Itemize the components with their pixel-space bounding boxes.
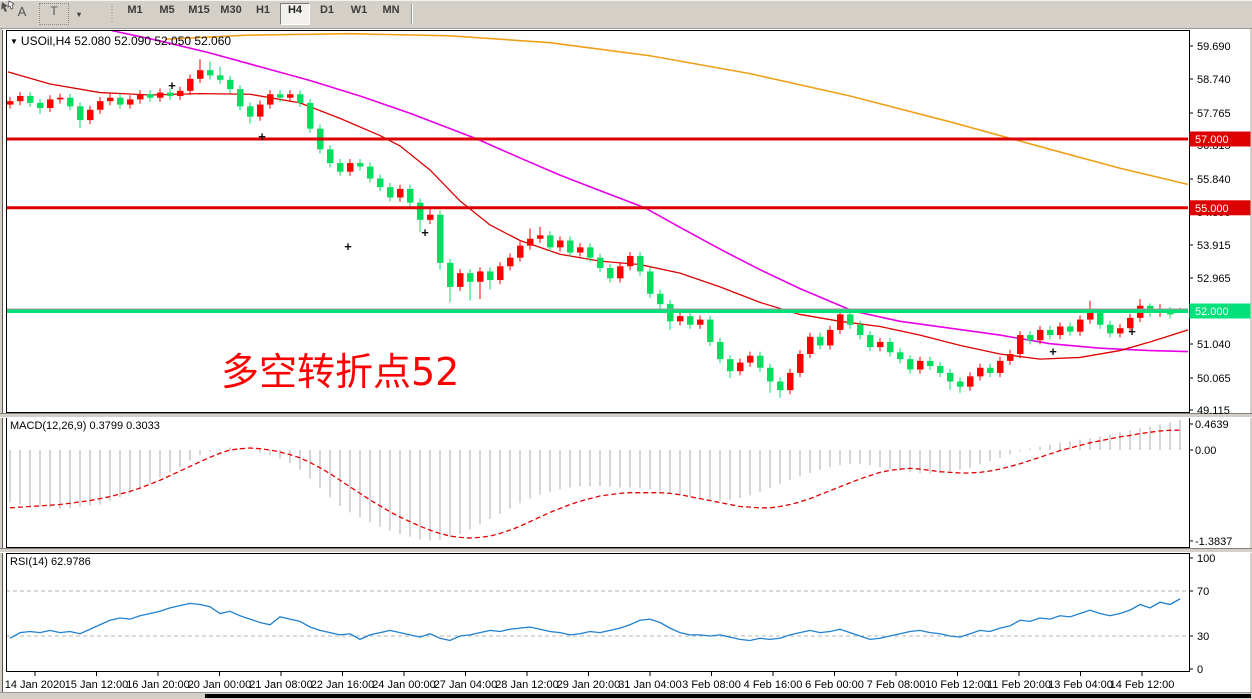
- macd-axis-label: 0.00: [1195, 445, 1216, 457]
- time-axis-label: 6 Feb 00:00: [805, 679, 864, 691]
- rsi-axis-label: 0: [1197, 664, 1203, 676]
- macd-signal-line: [9, 429, 1181, 539]
- rsi-axis-label: 30: [1197, 631, 1209, 643]
- ma-slow-line: [164, 32, 1188, 186]
- ma-mid-line: [111, 31, 1188, 353]
- toolbar-drag-handle[interactable]: [110, 4, 115, 24]
- panel-separator[interactable]: [0, 414, 1252, 417]
- time-axis-label: 15 Jan 12:00: [65, 679, 129, 691]
- chart-dropdown-icon[interactable]: ▼: [10, 37, 18, 46]
- svg-text:52.000: 52.000: [1195, 306, 1229, 318]
- price-level-badge: [1189, 200, 1251, 216]
- chart-title: ▼ USOil,H4 52.080 52.090 52.050 52.060: [10, 34, 231, 48]
- horizontal-scrollbar-thumb[interactable]: [205, 694, 1251, 698]
- toolbar-separator: [411, 4, 413, 24]
- price-level-badge: [1189, 303, 1251, 319]
- svg-text:57.000: 57.000: [1195, 134, 1229, 146]
- time-axis-label: 10 Feb 12:00: [925, 679, 990, 691]
- price-axis-label: 51.040: [1197, 339, 1231, 351]
- macd-axis-label: 0.4639: [1195, 419, 1229, 431]
- time-axis-label: 22 Jan 16:00: [311, 679, 375, 691]
- arrows-dropdown-caret[interactable]: ▾: [77, 9, 82, 19]
- rsi-plot[interactable]: [6, 590, 1189, 642]
- svg-text:55.000: 55.000: [1195, 203, 1229, 215]
- time-axis-label: 29 Jan 20:00: [557, 679, 621, 691]
- time-axis-label: 14 Feb 12:00: [1110, 679, 1175, 691]
- arrows-icon: [1, 0, 15, 12]
- macd-indicator-label: MACD(12,26,9) 0.3799 0.3033: [10, 420, 160, 432]
- price-axis-label: 53.915: [1197, 240, 1231, 252]
- toolbar: A T ▾ M1 M5 M15 M30 H1 H4 D1 W1 MN: [0, 0, 1252, 29]
- price-axis-label: 52.965: [1197, 273, 1231, 285]
- timeframe-w1-button[interactable]: W1: [350, 4, 368, 16]
- time-axis-label: 4 Feb 16:00: [744, 679, 803, 691]
- macd-axis-label: -1.3837: [1195, 536, 1232, 548]
- rsi-axis-label: 100: [1197, 553, 1215, 565]
- arrows-tool-button[interactable]: ▾: [1, 0, 101, 25]
- cross-marker: +: [258, 129, 266, 144]
- cross-marker: +: [421, 225, 429, 240]
- time-axis-label: 24 Jan 00:00: [372, 679, 436, 691]
- timeframe-mn-button[interactable]: MN: [382, 4, 400, 16]
- text-box-tool-button[interactable]: T: [39, 3, 69, 25]
- rsi-indicator-label: RSI(14) 62.9786: [10, 556, 91, 568]
- price-axis-label: 55.840: [1197, 174, 1231, 186]
- time-axis-label: 28 Jan 12:00: [495, 679, 559, 691]
- time-axis-label: 16 Jan 20:00: [126, 679, 190, 691]
- timeframe-h1-button[interactable]: H1: [255, 4, 271, 16]
- time-axis-label: 31 Jan 04:00: [618, 679, 682, 691]
- price-axis-label: 49.115: [1197, 405, 1230, 417]
- price-axis-label: 50.065: [1197, 373, 1231, 385]
- price-axis-label: 58.740: [1197, 74, 1231, 86]
- time-axis-label: 20 Jan 00:00: [188, 679, 252, 691]
- time-axis-label: 3 Feb 08:00: [682, 679, 741, 691]
- price-axis-label: 59.690: [1197, 41, 1231, 53]
- timeframe-m5-button[interactable]: M5: [159, 4, 175, 16]
- time-axis-label: 14 Jan 2020: [5, 679, 66, 691]
- cross-marker: +: [1049, 344, 1057, 359]
- price-level-badge: [1189, 131, 1251, 147]
- price-plot[interactable]: + + + + + +: [6, 31, 1189, 398]
- time-axis-label: 7 Feb 08:00: [867, 679, 926, 691]
- time-axis-label: 27 Jan 04:00: [434, 679, 498, 691]
- timeframe-h4-button[interactable]: H4: [280, 3, 310, 25]
- macd-plot[interactable]: [9, 419, 1181, 541]
- timeframe-d1-button[interactable]: D1: [319, 4, 335, 16]
- timeframe-m1-button[interactable]: M1: [127, 4, 143, 16]
- price-axis-label: 57.765: [1197, 108, 1231, 120]
- rsi-panel[interactable]: [6, 553, 1190, 672]
- rsi-axis-label: 70: [1197, 586, 1209, 598]
- cross-marker: +: [168, 78, 176, 93]
- cross-marker: +: [344, 239, 352, 254]
- rsi-line: [9, 598, 1181, 642]
- text-label-tool-button[interactable]: A: [17, 4, 27, 19]
- chart-text-annotation[interactable]: 多空转折点52: [221, 350, 460, 394]
- time-axis-label: 11 Feb 20:00: [987, 679, 1051, 691]
- cross-marker: +: [1128, 324, 1136, 339]
- macd-panel[interactable]: [6, 417, 1190, 548]
- panel-separator[interactable]: [0, 549, 1252, 552]
- time-axis-label: 21 Jan 08:00: [249, 679, 313, 691]
- timeframe-m30-button[interactable]: M30: [220, 4, 242, 16]
- chart-title-text: USOil,H4 52.080 52.090 52.050 52.060: [20, 34, 232, 48]
- time-axis-label: 13 Feb 04:00: [1048, 679, 1113, 691]
- timeframe-m15-button[interactable]: M15: [188, 4, 210, 16]
